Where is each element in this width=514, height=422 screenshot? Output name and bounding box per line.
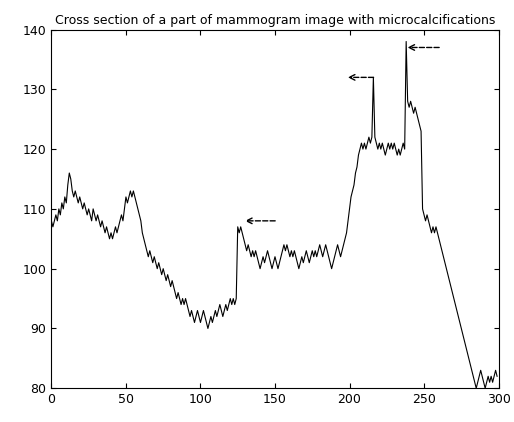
Title: Cross section of a part of mammogram image with microcalcifications: Cross section of a part of mammogram ima… bbox=[55, 14, 495, 27]
